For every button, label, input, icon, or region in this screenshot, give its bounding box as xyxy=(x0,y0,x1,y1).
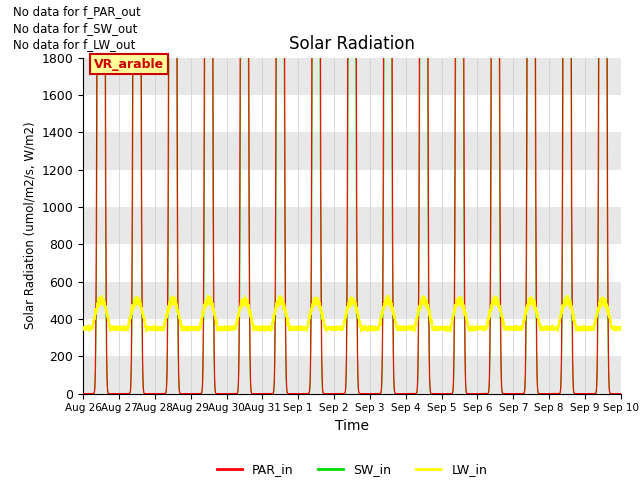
SW_in xyxy=(483,391,491,396)
X-axis label: Time: Time xyxy=(335,419,369,433)
Line: SW_in: SW_in xyxy=(83,0,621,394)
LW_in xyxy=(617,326,625,332)
Bar xyxy=(83,58,621,95)
Bar xyxy=(83,282,621,319)
Bar xyxy=(83,95,621,132)
PAR_in xyxy=(498,386,506,392)
Text: VR_arable: VR_arable xyxy=(94,58,164,71)
LW_in xyxy=(384,292,392,298)
PAR_in xyxy=(108,391,115,396)
Line: PAR_in: PAR_in xyxy=(83,0,621,394)
LW_in xyxy=(447,329,454,335)
Line: LW_in: LW_in xyxy=(83,295,621,332)
SW_in xyxy=(108,391,115,396)
PAR_in xyxy=(617,391,625,396)
LW_in xyxy=(519,323,527,329)
PAR_in xyxy=(519,391,527,396)
LW_in xyxy=(483,324,491,330)
Text: No data for f_LW_out: No data for f_LW_out xyxy=(13,38,135,51)
Bar xyxy=(83,207,621,244)
SW_in xyxy=(617,391,625,396)
SW_in xyxy=(79,391,87,396)
Bar xyxy=(83,169,621,207)
Text: No data for f_SW_out: No data for f_SW_out xyxy=(13,22,137,35)
PAR_in xyxy=(79,391,87,396)
Legend: PAR_in, SW_in, LW_in: PAR_in, SW_in, LW_in xyxy=(212,458,492,480)
SW_in xyxy=(519,391,527,396)
PAR_in xyxy=(511,391,519,396)
Y-axis label: Solar Radiation (umol/m2/s, W/m2): Solar Radiation (umol/m2/s, W/m2) xyxy=(23,122,36,329)
LW_in xyxy=(422,301,430,307)
LW_in xyxy=(108,325,115,331)
LW_in xyxy=(79,325,87,331)
Bar xyxy=(83,319,621,356)
Bar xyxy=(83,244,621,282)
PAR_in xyxy=(483,391,491,396)
Bar xyxy=(83,356,621,394)
LW_in xyxy=(498,315,506,321)
SW_in xyxy=(498,388,506,394)
Text: No data for f_PAR_out: No data for f_PAR_out xyxy=(13,5,141,18)
Title: Solar Radiation: Solar Radiation xyxy=(289,35,415,53)
SW_in xyxy=(511,391,519,396)
LW_in xyxy=(511,326,519,332)
Bar xyxy=(83,132,621,169)
